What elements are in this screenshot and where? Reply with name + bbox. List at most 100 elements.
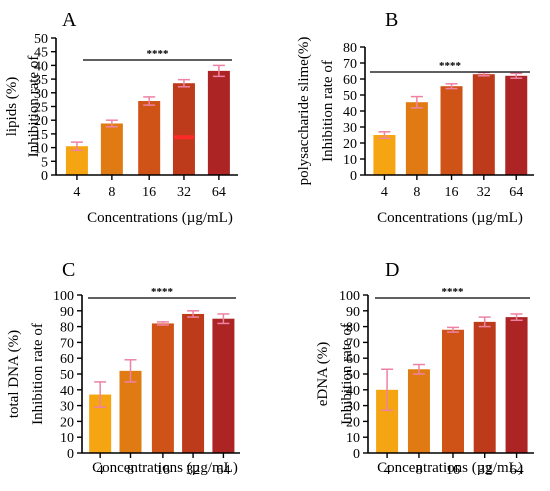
y-tick-label: 30	[34, 87, 48, 102]
bar	[151, 323, 174, 453]
bar	[207, 70, 230, 175]
bar	[100, 123, 123, 175]
y-axis-title: total DNA (%)	[6, 330, 22, 418]
y-tick-label: 80	[346, 321, 360, 336]
bar	[373, 135, 396, 175]
y-tick-label: 70	[346, 336, 360, 351]
y-tick-label: 50	[346, 368, 360, 383]
y-tick-label: 30	[343, 121, 357, 136]
bar	[182, 313, 205, 453]
y-tick-label: 30	[60, 400, 74, 415]
x-tick-label: 32	[186, 463, 200, 478]
y-tick-label: 80	[343, 41, 357, 56]
y-tick-label: 70	[60, 336, 74, 351]
x-tick-label: 64	[510, 463, 524, 478]
bar	[119, 370, 142, 453]
x-tick-label: 8	[415, 463, 422, 478]
x-tick-label: 64	[509, 185, 523, 200]
bar	[172, 83, 195, 175]
bar	[376, 389, 399, 453]
bar	[138, 101, 161, 175]
y-tick-label: 50	[343, 89, 357, 104]
x-tick-label: 16	[446, 463, 460, 478]
panel-letter: C	[62, 259, 75, 281]
y-tick-label: 0	[67, 447, 74, 462]
y-axis-title: polysaccharide slime(%)	[296, 37, 312, 186]
y-tick-label: 60	[60, 352, 74, 367]
y-tick-label: 0	[353, 447, 360, 462]
y-tick-label: 10	[343, 153, 357, 168]
y-tick-label: 20	[60, 415, 74, 430]
y-tick-label: 50	[60, 368, 74, 383]
y-axis-title: lipids (%)	[4, 77, 20, 137]
y-axis-title: Inhibition rate of	[26, 56, 42, 158]
data-marker	[173, 135, 194, 140]
x-axis-title: Concentrations (µg/mL)	[377, 460, 523, 476]
significance-label: ****	[147, 48, 170, 60]
x-tick-label: 8	[413, 185, 420, 200]
y-tick-label: 5	[41, 155, 48, 170]
y-axis-title: eDNA (%)	[315, 342, 331, 407]
y-tick-label: 90	[60, 305, 74, 320]
y-tick-label: 70	[343, 57, 357, 72]
y-tick-label: 35	[34, 73, 48, 88]
y-tick-label: 45	[34, 46, 48, 61]
y-tick-label: 60	[343, 73, 357, 88]
x-tick-label: 64	[216, 463, 230, 478]
bar	[505, 75, 528, 175]
bar	[212, 318, 235, 453]
bar	[405, 102, 428, 175]
y-tick-label: 20	[343, 137, 357, 152]
bar	[472, 74, 495, 175]
bar	[65, 146, 88, 175]
x-tick-label: 32	[177, 185, 191, 200]
y-tick-label: 40	[346, 384, 360, 399]
bar	[407, 369, 430, 453]
y-axis-title: Inhibition rate of	[339, 323, 355, 425]
y-tick-label: 20	[34, 114, 48, 129]
y-tick-label: 100	[339, 289, 360, 304]
y-tick-label: 90	[346, 305, 360, 320]
y-tick-label: 40	[343, 105, 357, 120]
x-tick-label: 8	[127, 463, 134, 478]
y-tick-label: 40	[34, 59, 48, 74]
y-tick-label: 10	[60, 431, 74, 446]
y-tick-label: 15	[34, 128, 48, 143]
y-tick-label: 0	[41, 169, 48, 184]
bar	[441, 329, 464, 453]
x-tick-label: 16	[445, 185, 459, 200]
x-axis-title: Concentrations (µg/mL)	[377, 210, 523, 226]
panel-letter: D	[385, 259, 399, 281]
significance-label: ****	[439, 60, 462, 72]
x-axis-title: Concentrations (µg/mL)	[87, 210, 233, 226]
significance-label: ****	[151, 286, 174, 298]
y-tick-label: 25	[34, 101, 48, 116]
y-tick-label: 40	[60, 384, 74, 399]
bar	[440, 86, 463, 175]
y-tick-label: 50	[34, 32, 48, 47]
panel-letter: B	[385, 9, 398, 31]
x-tick-label: 32	[478, 463, 492, 478]
y-tick-label: 60	[346, 352, 360, 367]
significance-label: ****	[442, 286, 465, 298]
y-tick-label: 20	[346, 415, 360, 430]
x-tick-label: 4	[384, 463, 391, 478]
y-tick-label: 10	[346, 431, 360, 446]
y-tick-label: 0	[350, 169, 357, 184]
bar	[505, 317, 528, 453]
y-tick-label: 30	[346, 400, 360, 415]
x-tick-label: 8	[108, 185, 115, 200]
x-tick-label: 32	[477, 185, 491, 200]
bar	[89, 394, 112, 453]
y-tick-label: 80	[60, 321, 74, 336]
panel-letter: A	[62, 9, 77, 31]
x-tick-label: 16	[156, 463, 170, 478]
x-tick-label: 4	[381, 185, 388, 200]
y-tick-label: 10	[34, 142, 48, 157]
x-tick-label: 4	[97, 463, 104, 478]
